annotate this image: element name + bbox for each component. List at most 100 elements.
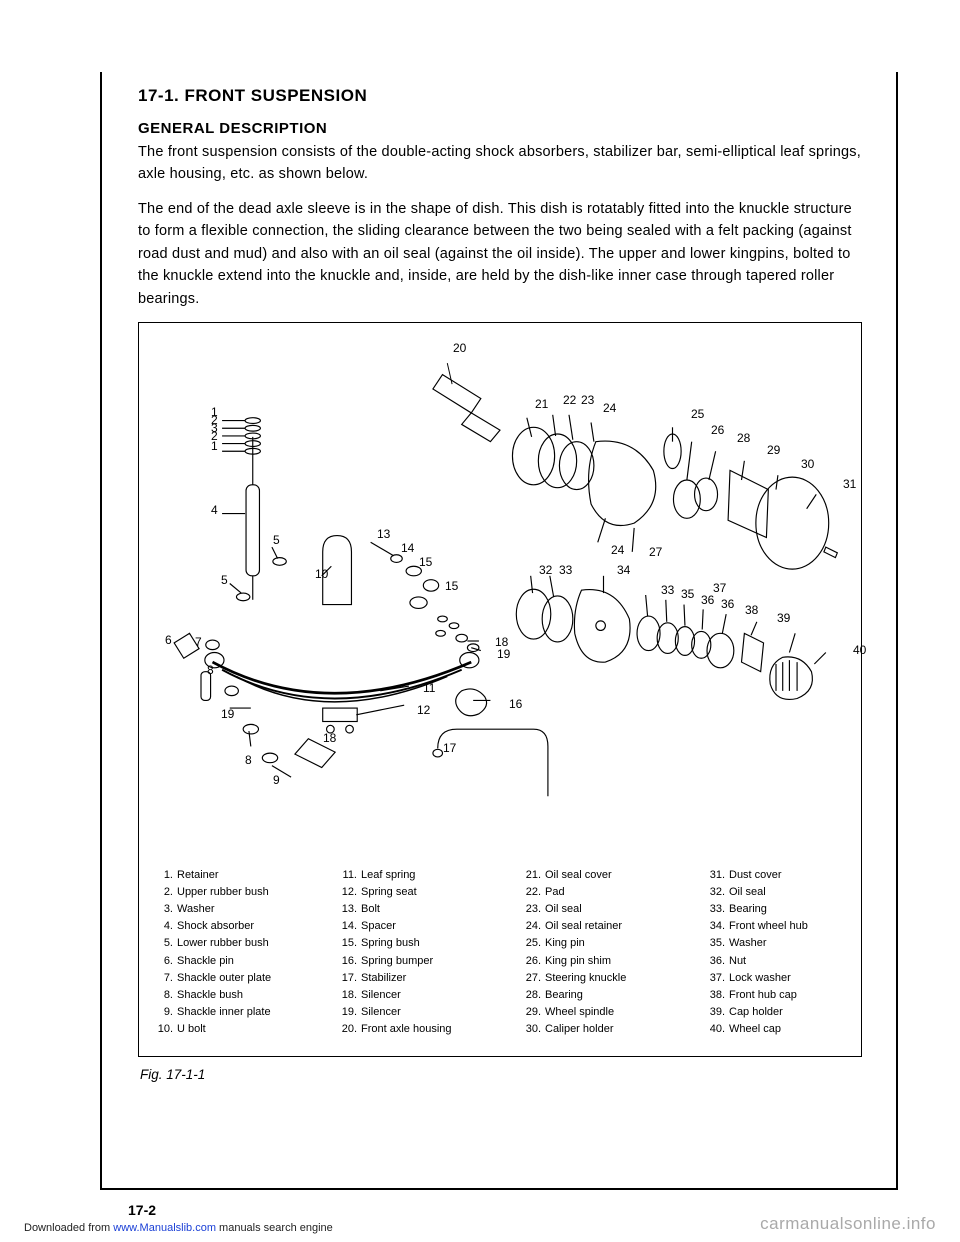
paragraph-2: The end of the dead axle sleeve is in th… — [138, 198, 862, 310]
part-name: Washer — [177, 901, 215, 918]
part-number: 7. — [155, 970, 177, 987]
figure-box: 1 2 3 2 1 4 5 5 6 7 8 8 9 10 11 12 13 14… — [138, 322, 862, 1056]
callout-4: 4 — [211, 503, 218, 517]
part-name: Front axle housing — [361, 1021, 452, 1038]
part-number: 38. — [707, 987, 729, 1004]
part-number: 23. — [523, 901, 545, 918]
part-row: 22.Pad — [523, 884, 661, 901]
part-name: Wheel spindle — [545, 1004, 614, 1021]
callout-15b: 15 — [445, 579, 458, 593]
part-name: King pin shim — [545, 953, 611, 970]
part-row: 14.Spacer — [339, 918, 477, 935]
part-name: Cap holder — [729, 1004, 783, 1021]
part-row: 19.Silencer — [339, 1004, 477, 1021]
callout-28: 28 — [737, 431, 750, 445]
part-name: Spring seat — [361, 884, 417, 901]
part-number: 18. — [339, 987, 361, 1004]
part-name: Steering knuckle — [545, 970, 626, 987]
part-number: 14. — [339, 918, 361, 935]
callout-23: 23 — [581, 393, 594, 407]
part-number: 8. — [155, 987, 177, 1004]
callout-30: 30 — [801, 457, 814, 471]
callout-31: 31 — [843, 477, 856, 491]
paragraph-1: The front suspension consists of the dou… — [138, 141, 862, 186]
part-number: 20. — [339, 1021, 361, 1038]
part-row: 24.Oil seal retainer — [523, 918, 661, 935]
part-name: Bearing — [545, 987, 583, 1004]
callout-33b: 33 — [661, 583, 674, 597]
part-name: U bolt — [177, 1021, 206, 1038]
part-number: 39. — [707, 1004, 729, 1021]
part-number: 32. — [707, 884, 729, 901]
part-number: 4. — [155, 918, 177, 935]
part-number: 33. — [707, 901, 729, 918]
part-number: 16. — [339, 953, 361, 970]
callout-11: 11 — [423, 681, 435, 695]
parts-col-4: 31.Dust cover32.Oil seal33.Bearing34.Fro… — [707, 867, 845, 1037]
part-row: 17.Stabilizer — [339, 970, 477, 987]
part-row: 31.Dust cover — [707, 867, 845, 884]
part-row: 18.Silencer — [339, 987, 477, 1004]
callout-25: 25 — [691, 407, 704, 421]
callout-20: 20 — [453, 341, 466, 355]
part-row: 20.Front axle housing — [339, 1021, 477, 1038]
callout-33a: 33 — [559, 563, 572, 577]
part-row: 35.Washer — [707, 935, 845, 952]
subheading: GENERAL DESCRIPTION — [138, 120, 862, 137]
callout-13: 13 — [377, 527, 390, 541]
footer-pre: Downloaded from — [24, 1222, 113, 1234]
part-row: 26.King pin shim — [523, 953, 661, 970]
part-number: 10. — [155, 1021, 177, 1038]
callout-6: 6 — [165, 633, 172, 647]
part-number: 6. — [155, 953, 177, 970]
part-name: Lock washer — [729, 970, 791, 987]
callout-21: 21 — [535, 397, 548, 411]
part-number: 25. — [523, 935, 545, 952]
part-row: 2.Upper rubber bush — [155, 884, 293, 901]
part-row: 23.Oil seal — [523, 901, 661, 918]
part-number: 29. — [523, 1004, 545, 1021]
section-title: FRONT SUSPENSION — [184, 86, 367, 105]
callout-16: 16 — [509, 697, 522, 711]
part-number: 27. — [523, 970, 545, 987]
part-name: Spring bumper — [361, 953, 433, 970]
section-heading: 17-1. FRONT SUSPENSION — [138, 86, 862, 106]
part-number: 36. — [707, 953, 729, 970]
content: 17-1. FRONT SUSPENSION GENERAL DESCRIPTI… — [110, 68, 890, 1082]
part-name: Shock absorber — [177, 918, 254, 935]
callout-14: 14 — [401, 541, 414, 555]
part-number: 3. — [155, 901, 177, 918]
part-name: Oil seal retainer — [545, 918, 622, 935]
part-row: 34.Front wheel hub — [707, 918, 845, 935]
parts-col-1: 1.Retainer2.Upper rubber bush3.Washer4.S… — [155, 867, 293, 1037]
part-number: 28. — [523, 987, 545, 1004]
part-number: 24. — [523, 918, 545, 935]
callout-8a: 8 — [207, 663, 214, 677]
callout-24b: 24 — [611, 543, 624, 557]
part-number: 40. — [707, 1021, 729, 1038]
part-row: 6.Shackle pin — [155, 953, 293, 970]
figure-caption: Fig. 17-1-1 — [140, 1067, 862, 1082]
part-row: 10.U bolt — [155, 1021, 293, 1038]
part-name: Silencer — [361, 1004, 401, 1021]
callout-15a: 15 — [419, 555, 432, 569]
part-name: Front hub cap — [729, 987, 797, 1004]
part-name: Wheel cap — [729, 1021, 781, 1038]
part-number: 11. — [339, 867, 361, 884]
part-name: Shackle pin — [177, 953, 234, 970]
part-name: Oil seal — [729, 884, 766, 901]
part-name: Silencer — [361, 987, 401, 1004]
part-name: Lower rubber bush — [177, 935, 269, 952]
part-row: 3.Washer — [155, 901, 293, 918]
part-number: 37. — [707, 970, 729, 987]
part-name: Nut — [729, 953, 746, 970]
callout-35: 35 — [681, 587, 694, 601]
diagram-svg — [155, 335, 845, 855]
footer-link[interactable]: www.Manualslib.com — [113, 1222, 216, 1234]
part-number: 31. — [707, 867, 729, 884]
part-name: Oil seal cover — [545, 867, 612, 884]
part-name: Bearing — [729, 901, 767, 918]
part-number: 5. — [155, 935, 177, 952]
part-row: 15.Spring bush — [339, 935, 477, 952]
part-row: 39.Cap holder — [707, 1004, 845, 1021]
